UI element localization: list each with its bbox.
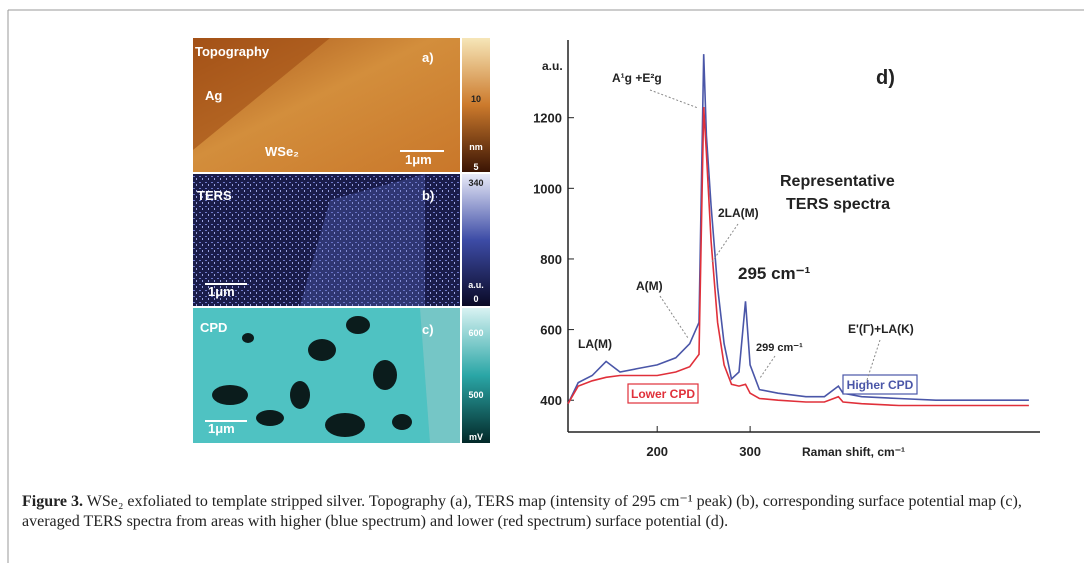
colorbar-label: mV [469,432,483,442]
legend-box [627,383,699,404]
colorbar-label: 340 [468,178,483,188]
spectrum-line [567,107,1029,407]
cpd-region [420,308,460,443]
panel-title: Topography [195,44,270,59]
panel-title: CPD [200,320,227,335]
y-tick-label: 600 [540,323,562,338]
annotation: A(M) [636,279,663,293]
colorbar-label: 0 [473,294,478,304]
scale-label: 1μm [405,152,432,167]
y-unit: a.u. [542,59,563,73]
y-tick-label: 1000 [533,181,562,196]
annotation: LA(M) [578,337,612,351]
legend-label: Higher CPD [847,378,914,392]
colorbar-label: 5 [473,162,478,172]
annotation: A¹g +E²g [612,71,662,85]
colorbar [462,308,490,443]
panel-letter: a) [422,50,434,65]
y-tick-label: 400 [540,393,562,408]
colorbar-label: 10 [471,94,481,104]
scale-bar [205,283,247,285]
annotation-leader [659,295,689,339]
cpd-domains [212,316,412,437]
annotation: E'(Γ)+LA(K) [848,322,914,336]
scale-label: 1μm [208,284,235,299]
region-label: WSe₂ [265,144,299,159]
spectrum-chart: 400 600 800 1000 1200 200 300 Raman shift, cm⁻¹… [533,40,1040,459]
spectrum-line [567,54,1029,405]
annotation: 299 cm⁻¹ [756,342,803,354]
panel-letter: d) [876,67,895,89]
annotation-leader [649,89,699,109]
region-label: Ag [205,88,222,103]
caption-label: Figure 3. [22,493,84,510]
colorbar [462,174,490,306]
annotation: Representative [780,173,895,190]
scale-bar [400,150,444,152]
colorbar-label: nm [469,142,483,152]
panel-letter: b) [422,188,434,203]
x-tick-label: 200 [646,444,668,459]
panel-letter: c) [422,322,434,337]
panel-title: TERS [197,188,232,203]
y-tick-label: 800 [540,252,562,267]
x-axis-label: Raman shift, cm⁻¹ [802,445,905,459]
scale-label: 1μm [208,421,235,436]
ters-region [300,174,425,306]
colorbar [462,38,490,172]
annotation-leader [759,355,776,379]
colorbar-label: a.u. [468,280,484,290]
ag-region [193,38,330,150]
caption-text: WSe₂ exfoliated to template stripped sil… [22,493,1022,530]
x-tick-label: 300 [739,444,761,459]
annotation: TERS spectra [786,196,890,213]
legend-label: Lower CPD [631,387,695,401]
legend-box [842,374,918,395]
colorbar-label: 600 [468,328,483,338]
caption: Figure 3. WSe₂ exfoliated to template st… [22,492,1062,532]
colorbar-label: 500 [468,390,483,400]
y-tick-label: 1200 [533,111,562,126]
annotation: 2LA(M) [718,206,759,220]
scale-bar [205,420,247,422]
annotation: 295 cm⁻¹ [738,264,811,283]
annotation-leader [865,339,881,384]
